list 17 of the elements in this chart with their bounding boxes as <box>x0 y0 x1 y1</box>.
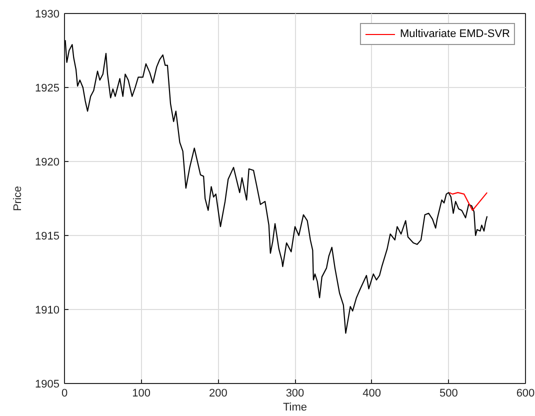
x-tick-label: 100 <box>132 388 151 400</box>
x-tick-label: 400 <box>362 388 382 400</box>
x-tick-label: 600 <box>516 388 535 400</box>
y-tick-label: 1930 <box>35 8 60 20</box>
y-tick-label: 1925 <box>35 82 60 94</box>
y-tick-label: 1920 <box>35 156 60 168</box>
line-series <box>64 40 488 334</box>
y-axis-title: Price <box>12 186 24 212</box>
y-tick-label: 1915 <box>35 230 60 242</box>
y-tick-label: 1905 <box>35 378 60 390</box>
x-axis-title: Time <box>282 402 308 414</box>
x-tick-label: 0 <box>61 388 68 400</box>
y-tick-label: 1910 <box>35 304 60 316</box>
x-tick-label: 200 <box>208 388 228 400</box>
legend-label: Multivariate EMD-SVR <box>400 28 510 40</box>
x-tick-label: 300 <box>286 388 304 400</box>
x-tick-label: 500 <box>439 388 458 400</box>
